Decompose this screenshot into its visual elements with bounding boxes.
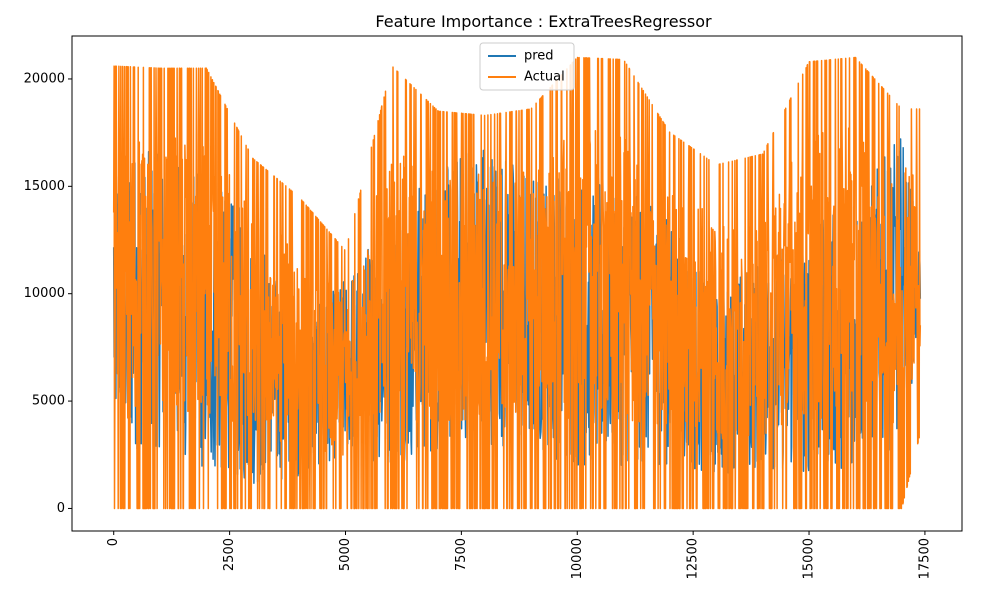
x-tick-label: 5000 <box>338 538 353 571</box>
x-tick-label: 12500 <box>686 538 701 579</box>
chart-title: Feature Importance : ExtraTreesRegressor <box>375 12 712 31</box>
legend-label-pred: pred <box>524 49 554 64</box>
x-tick-label: 2500 <box>222 538 237 571</box>
legend-box <box>479 42 575 91</box>
x-axis: 0 2500 5000 7500 10000 12500 15000 17500 <box>106 531 932 579</box>
legend: pred Actual <box>479 42 575 91</box>
x-tick-label: 7500 <box>454 538 469 571</box>
series-layer <box>112 56 922 510</box>
x-tick-label: 0 <box>106 538 121 546</box>
x-tick-label: 10000 <box>570 538 585 579</box>
legend-label-actual: Actual <box>524 70 565 85</box>
y-axis: 0 5000 10000 15000 20000 <box>24 71 72 516</box>
x-tick-label: 17500 <box>917 538 932 579</box>
y-tick-label: 20000 <box>24 71 65 86</box>
series-line-actual <box>112 56 922 510</box>
x-tick-label: 15000 <box>802 538 817 579</box>
plot-frame <box>71 35 963 532</box>
y-tick-label: 0 <box>57 501 65 516</box>
y-tick-label: 5000 <box>32 394 65 409</box>
y-tick-label: 15000 <box>24 179 65 194</box>
y-tick-label: 10000 <box>24 286 65 301</box>
